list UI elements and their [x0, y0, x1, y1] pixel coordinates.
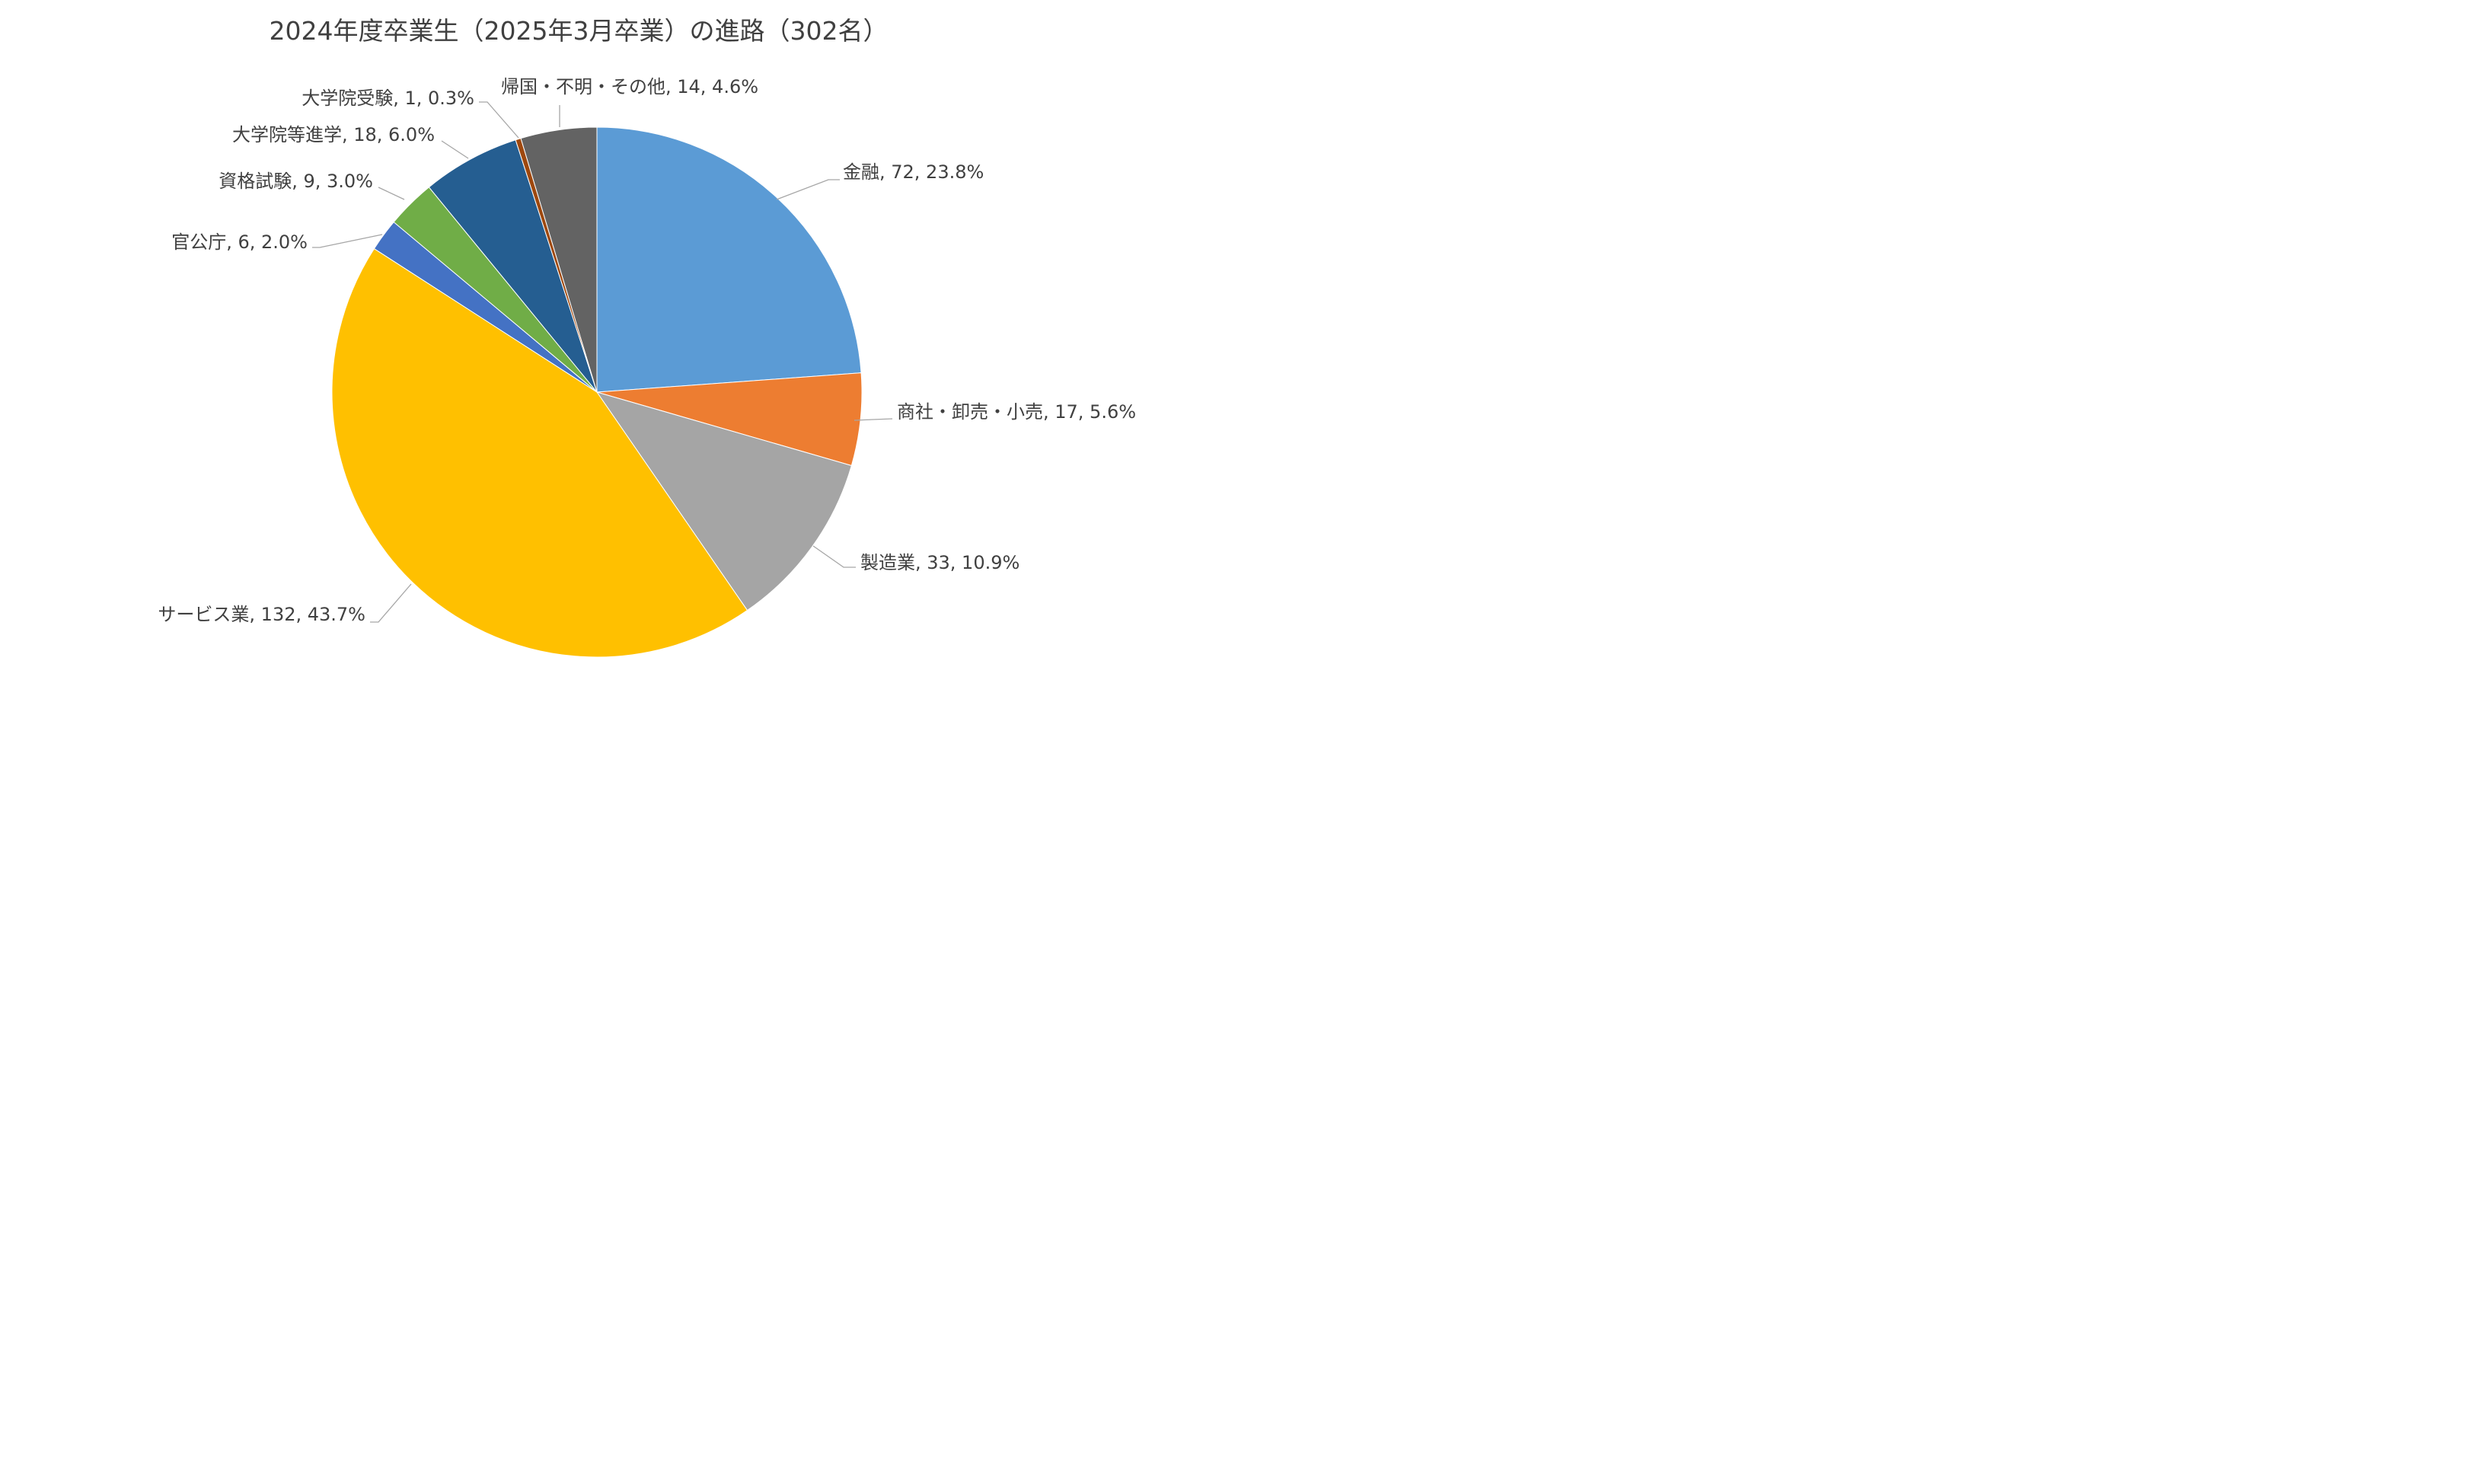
- data-label-7: 大学院等進学, 18, 6.0%: [232, 124, 435, 145]
- data-label-9: 帰国・不明・その他, 14, 4.6%: [501, 76, 758, 97]
- leader-line-5: [312, 234, 383, 248]
- leader-line-1: [776, 179, 840, 200]
- leader-line-8: [479, 101, 519, 139]
- leader-lines: [312, 101, 893, 623]
- data-label-1: 金融, 72, 23.8%: [843, 161, 984, 183]
- data-label-6: 資格試験, 9, 3.0%: [219, 171, 373, 192]
- data-label-5: 官公庁, 6, 2.0%: [171, 231, 308, 253]
- pie-slice-4: [331, 247, 748, 658]
- data-label-8: 大学院受験, 1, 0.3%: [302, 88, 474, 109]
- data-label-4: サービス業, 132, 43.7%: [158, 604, 365, 625]
- data-label-3: 製造業, 33, 10.9%: [860, 552, 1020, 573]
- pie-slice-3: [595, 391, 852, 611]
- leader-line-4: [370, 583, 412, 623]
- pie-slices: [331, 126, 863, 658]
- pie-chart: 2024年度卒業生（2025年3月卒業）の進路（302名） 金融, 72, 23…: [158, 16, 1136, 658]
- pie-slice-9: [520, 126, 598, 393]
- pie-slice-7: [428, 139, 598, 393]
- pie-slice-1: [596, 126, 862, 393]
- chart-title: 2024年度卒業生（2025年3月卒業）の進路（302名）: [270, 16, 889, 46]
- leader-line-2: [854, 418, 893, 421]
- data-label-2: 商社・卸売・小売, 17, 5.6%: [897, 401, 1136, 423]
- leader-line-6: [378, 187, 405, 200]
- leader-line-3: [812, 545, 856, 568]
- data-labels: 金融, 72, 23.8% 商社・卸売・小売, 17, 5.6% 製造業, 33, …: [158, 76, 1136, 625]
- leader-line-7: [441, 140, 469, 159]
